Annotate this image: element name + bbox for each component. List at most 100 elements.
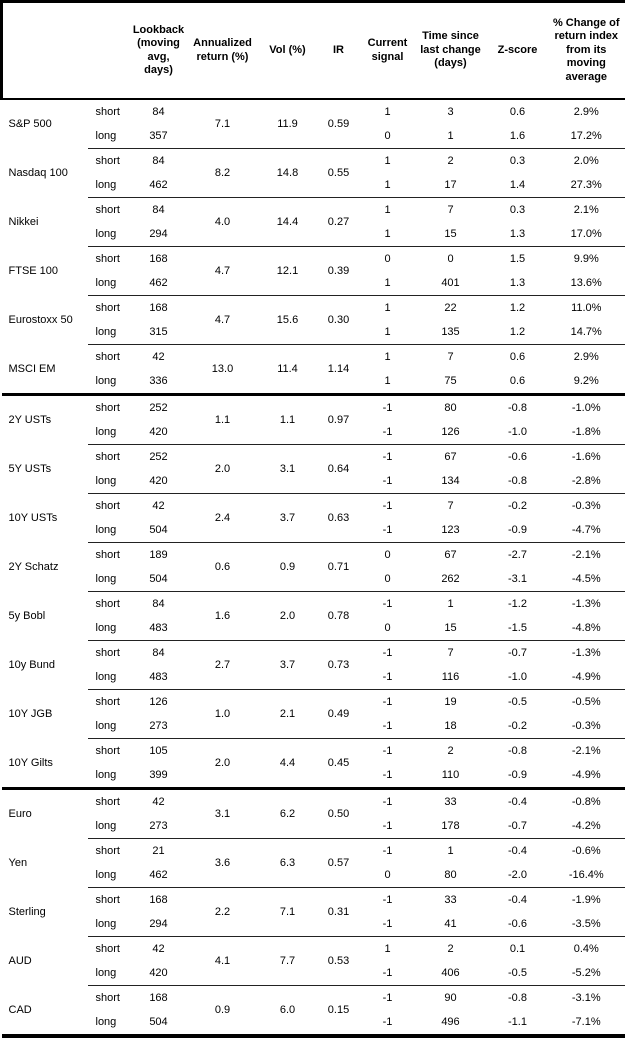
asset-name: 5Y USTs	[2, 445, 88, 494]
annualized-return-value: 4.1	[186, 937, 260, 986]
signal-value: -1	[362, 961, 414, 986]
leg-label: long	[88, 567, 132, 592]
signal-value: 1	[362, 320, 414, 345]
signal-value: -1	[362, 641, 414, 666]
leg-label: long	[88, 320, 132, 345]
pct-change-value: 9.9%	[548, 247, 625, 272]
annualized-return-value: 13.0	[186, 345, 260, 395]
time-since-change-value: 22	[414, 296, 488, 321]
asset-name: Nasdaq 100	[2, 149, 88, 198]
time-since-change-value: 134	[414, 469, 488, 494]
annualized-return-value: 1.0	[186, 690, 260, 739]
pct-change-value: -4.5%	[548, 567, 625, 592]
leg-label: short	[88, 789, 132, 815]
header-current-signal: Current signal	[362, 2, 414, 100]
ir-value: 0.31	[316, 888, 362, 937]
pct-change-value: 11.0%	[548, 296, 625, 321]
asset-name: 10Y JGB	[2, 690, 88, 739]
signal-value: -1	[362, 739, 414, 764]
time-since-change-value: 19	[414, 690, 488, 715]
zscore-value: 1.6	[488, 124, 548, 149]
vol-value: 15.6	[260, 296, 316, 345]
time-since-change-value: 123	[414, 518, 488, 543]
vol-value: 3.1	[260, 445, 316, 494]
time-since-change-value: 7	[414, 198, 488, 223]
time-since-change-value: 67	[414, 543, 488, 568]
zscore-value: -1.0	[488, 665, 548, 690]
lookback-value: 357	[132, 124, 186, 149]
zscore-value: -1.5	[488, 616, 548, 641]
leg-label: short	[88, 296, 132, 321]
asset-name: 10Y Gilts	[2, 739, 88, 789]
leg-label: long	[88, 714, 132, 739]
leg-label: short	[88, 149, 132, 174]
zscore-value: -0.9	[488, 518, 548, 543]
pct-change-value: -0.3%	[548, 714, 625, 739]
zscore-value: -0.8	[488, 986, 548, 1011]
lookback-value: 420	[132, 961, 186, 986]
time-since-change-value: 262	[414, 567, 488, 592]
signal-value: -1	[362, 420, 414, 445]
ir-value: 0.45	[316, 739, 362, 789]
lookback-value: 168	[132, 888, 186, 913]
annualized-return-value: 2.7	[186, 641, 260, 690]
vol-value: 3.7	[260, 494, 316, 543]
header-annualized-return: Annualized return (%)	[186, 2, 260, 100]
time-since-change-value: 2	[414, 937, 488, 962]
signal-value: -1	[362, 814, 414, 839]
lookback-value: 126	[132, 690, 186, 715]
lookback-value: 21	[132, 839, 186, 864]
lookback-value: 273	[132, 714, 186, 739]
vol-value: 0.9	[260, 543, 316, 592]
zscore-value: -0.8	[488, 395, 548, 421]
leg-label: long	[88, 518, 132, 543]
time-since-change-value: 135	[414, 320, 488, 345]
ir-value: 0.49	[316, 690, 362, 739]
asset-name: Euro	[2, 789, 88, 839]
header-leg	[88, 2, 132, 100]
time-since-change-value: 33	[414, 789, 488, 815]
lookback-value: 504	[132, 518, 186, 543]
signal-value: 1	[362, 937, 414, 962]
signal-value: -1	[362, 592, 414, 617]
ir-value: 0.50	[316, 789, 362, 839]
header-row: Lookback (moving avg, days) Annualized r…	[2, 2, 625, 100]
signal-value: 0	[362, 567, 414, 592]
pct-change-value: -2.1%	[548, 739, 625, 764]
asset-name: 5y Bobl	[2, 592, 88, 641]
time-since-change-value: 110	[414, 763, 488, 789]
pct-change-value: 0.4%	[548, 937, 625, 962]
lookback-value: 189	[132, 543, 186, 568]
header-vol: Vol (%)	[260, 2, 316, 100]
pct-change-value: -3.5%	[548, 912, 625, 937]
time-since-change-value: 33	[414, 888, 488, 913]
header-lookback: Lookback (moving avg, days)	[132, 2, 186, 100]
lookback-value: 168	[132, 247, 186, 272]
ir-value: 0.15	[316, 986, 362, 1037]
header-ir: IR	[316, 2, 362, 100]
pct-change-value: 2.0%	[548, 149, 625, 174]
vol-value: 7.7	[260, 937, 316, 986]
signal-value: -1	[362, 714, 414, 739]
time-since-change-value: 41	[414, 912, 488, 937]
ir-value: 0.39	[316, 247, 362, 296]
annualized-return-value: 1.6	[186, 592, 260, 641]
header-time-since-change: Time since last change (days)	[414, 2, 488, 100]
zscore-value: -0.7	[488, 814, 548, 839]
signal-value: 0	[362, 247, 414, 272]
pct-change-value: -5.2%	[548, 961, 625, 986]
ir-value: 0.63	[316, 494, 362, 543]
time-since-change-value: 80	[414, 395, 488, 421]
lookback-value: 42	[132, 789, 186, 815]
asset-name: Yen	[2, 839, 88, 888]
leg-label: long	[88, 124, 132, 149]
annualized-return-value: 3.1	[186, 789, 260, 839]
lookback-value: 336	[132, 369, 186, 395]
pct-change-value: -0.3%	[548, 494, 625, 519]
lookback-value: 84	[132, 592, 186, 617]
zscore-value: -0.8	[488, 469, 548, 494]
